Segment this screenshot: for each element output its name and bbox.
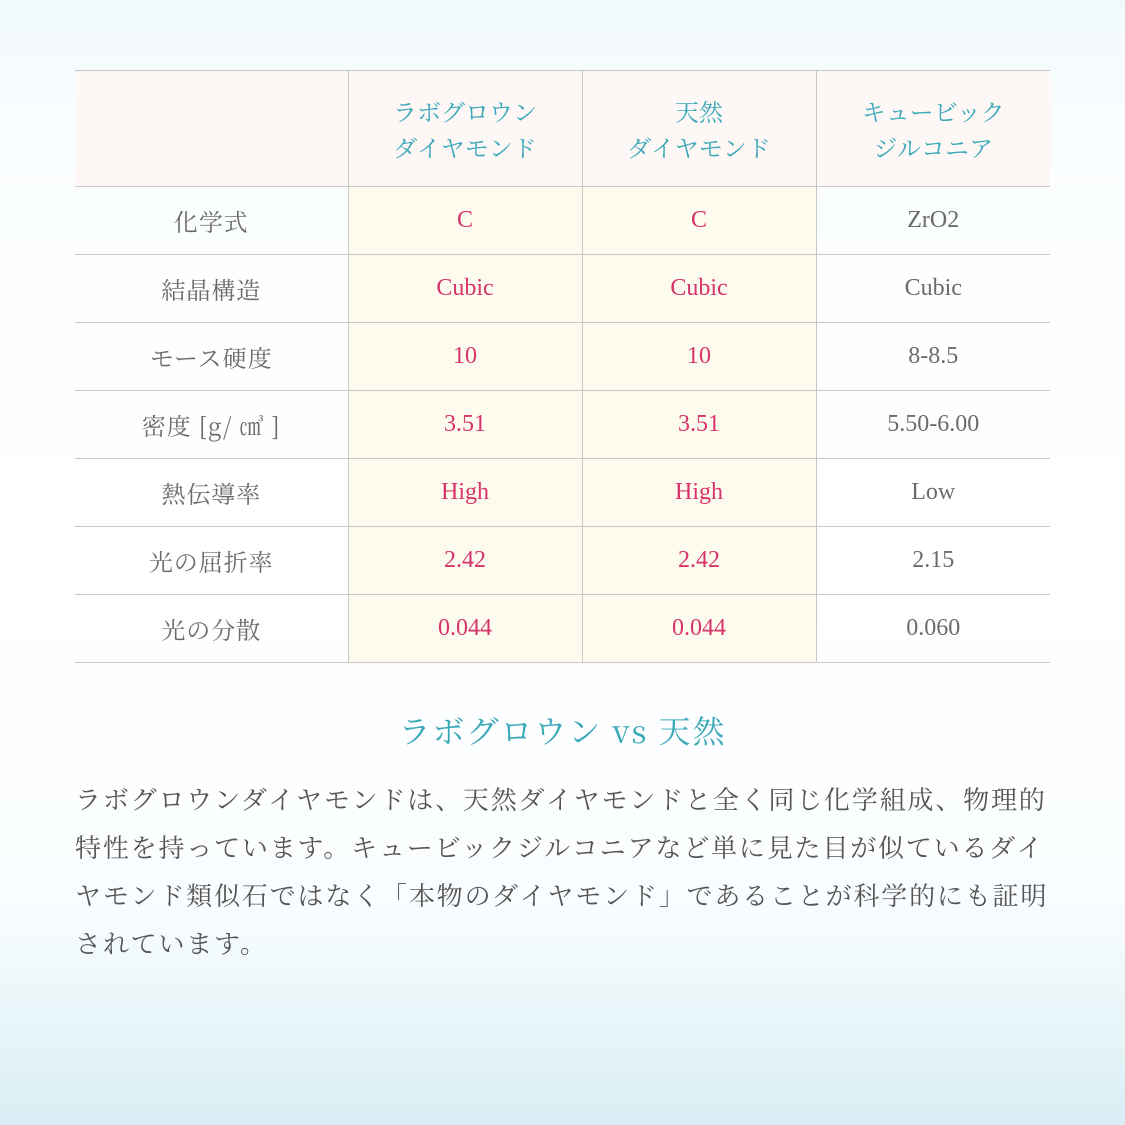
- column-header-line1: ラボグロウン: [349, 93, 582, 129]
- table-row: 密度 [g/ ㎤ ]3.513.515.50-6.00: [75, 391, 1050, 459]
- table-column-header: ラボグロウンダイヤモンド: [348, 71, 582, 187]
- row-label: 密度 [g/ ㎤ ]: [75, 391, 348, 459]
- table-row: 結晶構造CubicCubicCubic: [75, 255, 1050, 323]
- table-row: 熱伝導率HighHighLow: [75, 459, 1050, 527]
- table-cell: 0.044: [582, 595, 816, 663]
- table-row: 光の屈折率2.422.422.15: [75, 527, 1050, 595]
- table-cell: 0.060: [816, 595, 1050, 663]
- table-cell: High: [582, 459, 816, 527]
- table-cell: 2.42: [582, 527, 816, 595]
- table-column-header: 天然ダイヤモンド: [582, 71, 816, 187]
- section-heading: ラボグロウン vs 天然: [75, 707, 1050, 753]
- table-column-header: キュービックジルコニア: [816, 71, 1050, 187]
- table-row: 光の分散0.0440.0440.060: [75, 595, 1050, 663]
- table-cell: C: [582, 187, 816, 255]
- table-cell: Low: [816, 459, 1050, 527]
- row-label: 化学式: [75, 187, 348, 255]
- table-cell: Cubic: [348, 255, 582, 323]
- table-column-header: [75, 71, 348, 187]
- comparison-table: ラボグロウンダイヤモンド天然ダイヤモンドキュービックジルコニア 化学式CCZrO…: [75, 70, 1050, 663]
- table-cell: 10: [348, 323, 582, 391]
- table-header-row: ラボグロウンダイヤモンド天然ダイヤモンドキュービックジルコニア: [75, 71, 1050, 187]
- table-cell: 5.50-6.00: [816, 391, 1050, 459]
- table-row: 化学式CCZrO2: [75, 187, 1050, 255]
- row-label: 光の屈折率: [75, 527, 348, 595]
- table-cell: High: [348, 459, 582, 527]
- row-label: 結晶構造: [75, 255, 348, 323]
- table-cell: 2.15: [816, 527, 1050, 595]
- table-body: 化学式CCZrO2結晶構造CubicCubicCubicモース硬度10108-8…: [75, 187, 1050, 663]
- table-cell: Cubic: [582, 255, 816, 323]
- table-cell: Cubic: [816, 255, 1050, 323]
- row-label: 熱伝導率: [75, 459, 348, 527]
- table-cell: 2.42: [348, 527, 582, 595]
- table-cell: 10: [582, 323, 816, 391]
- section-paragraph: ラボグロウンダイヤモンドは、天然ダイヤモンドと全く同じ化学組成、物理的特性を持っ…: [75, 775, 1050, 967]
- table-cell: ZrO2: [816, 187, 1050, 255]
- table-cell: 3.51: [348, 391, 582, 459]
- table-head: ラボグロウンダイヤモンド天然ダイヤモンドキュービックジルコニア: [75, 71, 1050, 187]
- table-row: モース硬度10108-8.5: [75, 323, 1050, 391]
- column-header-line2: ダイヤモンド: [349, 129, 582, 165]
- table-cell: 0.044: [348, 595, 582, 663]
- row-label: 光の分散: [75, 595, 348, 663]
- column-header-line2: ダイヤモンド: [583, 129, 816, 165]
- column-header-line2: ジルコニア: [817, 129, 1051, 165]
- column-header-line1: キュービック: [817, 93, 1051, 129]
- table-cell: 8-8.5: [816, 323, 1050, 391]
- column-header-line1: 天然: [583, 93, 816, 129]
- row-label: モース硬度: [75, 323, 348, 391]
- table-cell: 3.51: [582, 391, 816, 459]
- table-cell: C: [348, 187, 582, 255]
